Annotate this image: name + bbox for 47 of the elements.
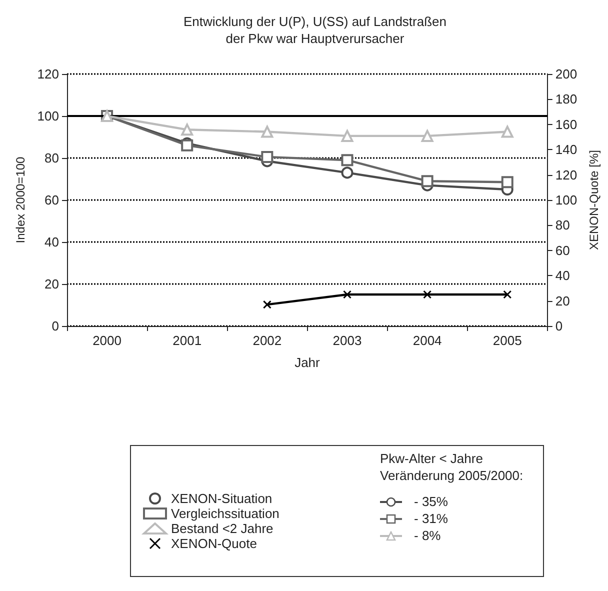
y-tick-label: 80 bbox=[44, 150, 59, 166]
point bbox=[261, 126, 274, 138]
x-tick-label: 2004 bbox=[412, 333, 442, 348]
y2-tick-label: 180 bbox=[555, 92, 578, 107]
x-tick-label: 2000 bbox=[92, 333, 122, 348]
point bbox=[421, 130, 434, 142]
x-tick-label: 2003 bbox=[332, 333, 362, 348]
y2-tick-label: 200 bbox=[555, 66, 578, 82]
point bbox=[341, 154, 354, 166]
x-tick-label: 2002 bbox=[252, 333, 282, 348]
point bbox=[501, 176, 514, 188]
y2-axis-title: XENON-Quote [%] bbox=[587, 150, 601, 250]
y2-tick-label: 20 bbox=[555, 293, 570, 308]
y2-tick-label: 160 bbox=[555, 116, 578, 132]
y2-tick-label: 100 bbox=[555, 192, 578, 208]
text: - 31% bbox=[414, 510, 448, 527]
point bbox=[341, 130, 354, 142]
text: - 8% bbox=[414, 527, 441, 544]
y-tick-label: 40 bbox=[44, 234, 59, 250]
legend-label: XENON-Situation bbox=[171, 491, 272, 506]
x-tick-label: 2005 bbox=[492, 333, 522, 348]
y-tick-label: 120 bbox=[37, 66, 59, 82]
y2-tick-label: 120 bbox=[555, 167, 578, 182]
legend-label: Bestand <2 Jahre bbox=[171, 521, 274, 536]
chart-title: Entwicklung der U(P), U(SS) auf Landstraßen der Pkw war Hauptverursacher bbox=[184, 14, 446, 46]
legend-label: XENON-Quote bbox=[171, 536, 257, 551]
text: - 35% bbox=[414, 493, 448, 510]
y-tick-label: 0 bbox=[52, 318, 59, 334]
point bbox=[501, 126, 514, 138]
point bbox=[181, 124, 194, 136]
point bbox=[421, 175, 434, 188]
y-tick-label: 100 bbox=[37, 108, 59, 124]
text: Veränderung 2005/2000: bbox=[380, 467, 524, 484]
y-axis-title: Index 2000=100 bbox=[13, 156, 28, 244]
y2-tick-label: 0 bbox=[555, 318, 563, 334]
x-axis-title: Jahr bbox=[294, 355, 321, 370]
y2-tick-label: 140 bbox=[555, 142, 578, 158]
y2-tick-label: 40 bbox=[555, 268, 570, 284]
y2-tick-label: 60 bbox=[555, 242, 570, 258]
y2-tick-label: 80 bbox=[555, 218, 570, 233]
point bbox=[341, 166, 354, 179]
text: Pkw-Alter < Jahre bbox=[380, 450, 484, 467]
y-tick-label: 60 bbox=[44, 192, 59, 208]
legend-label: Vergleichssituation bbox=[171, 506, 280, 521]
y-tick-label: 20 bbox=[44, 276, 59, 292]
x-tick-label: 2001 bbox=[172, 333, 202, 348]
point bbox=[261, 150, 274, 163]
